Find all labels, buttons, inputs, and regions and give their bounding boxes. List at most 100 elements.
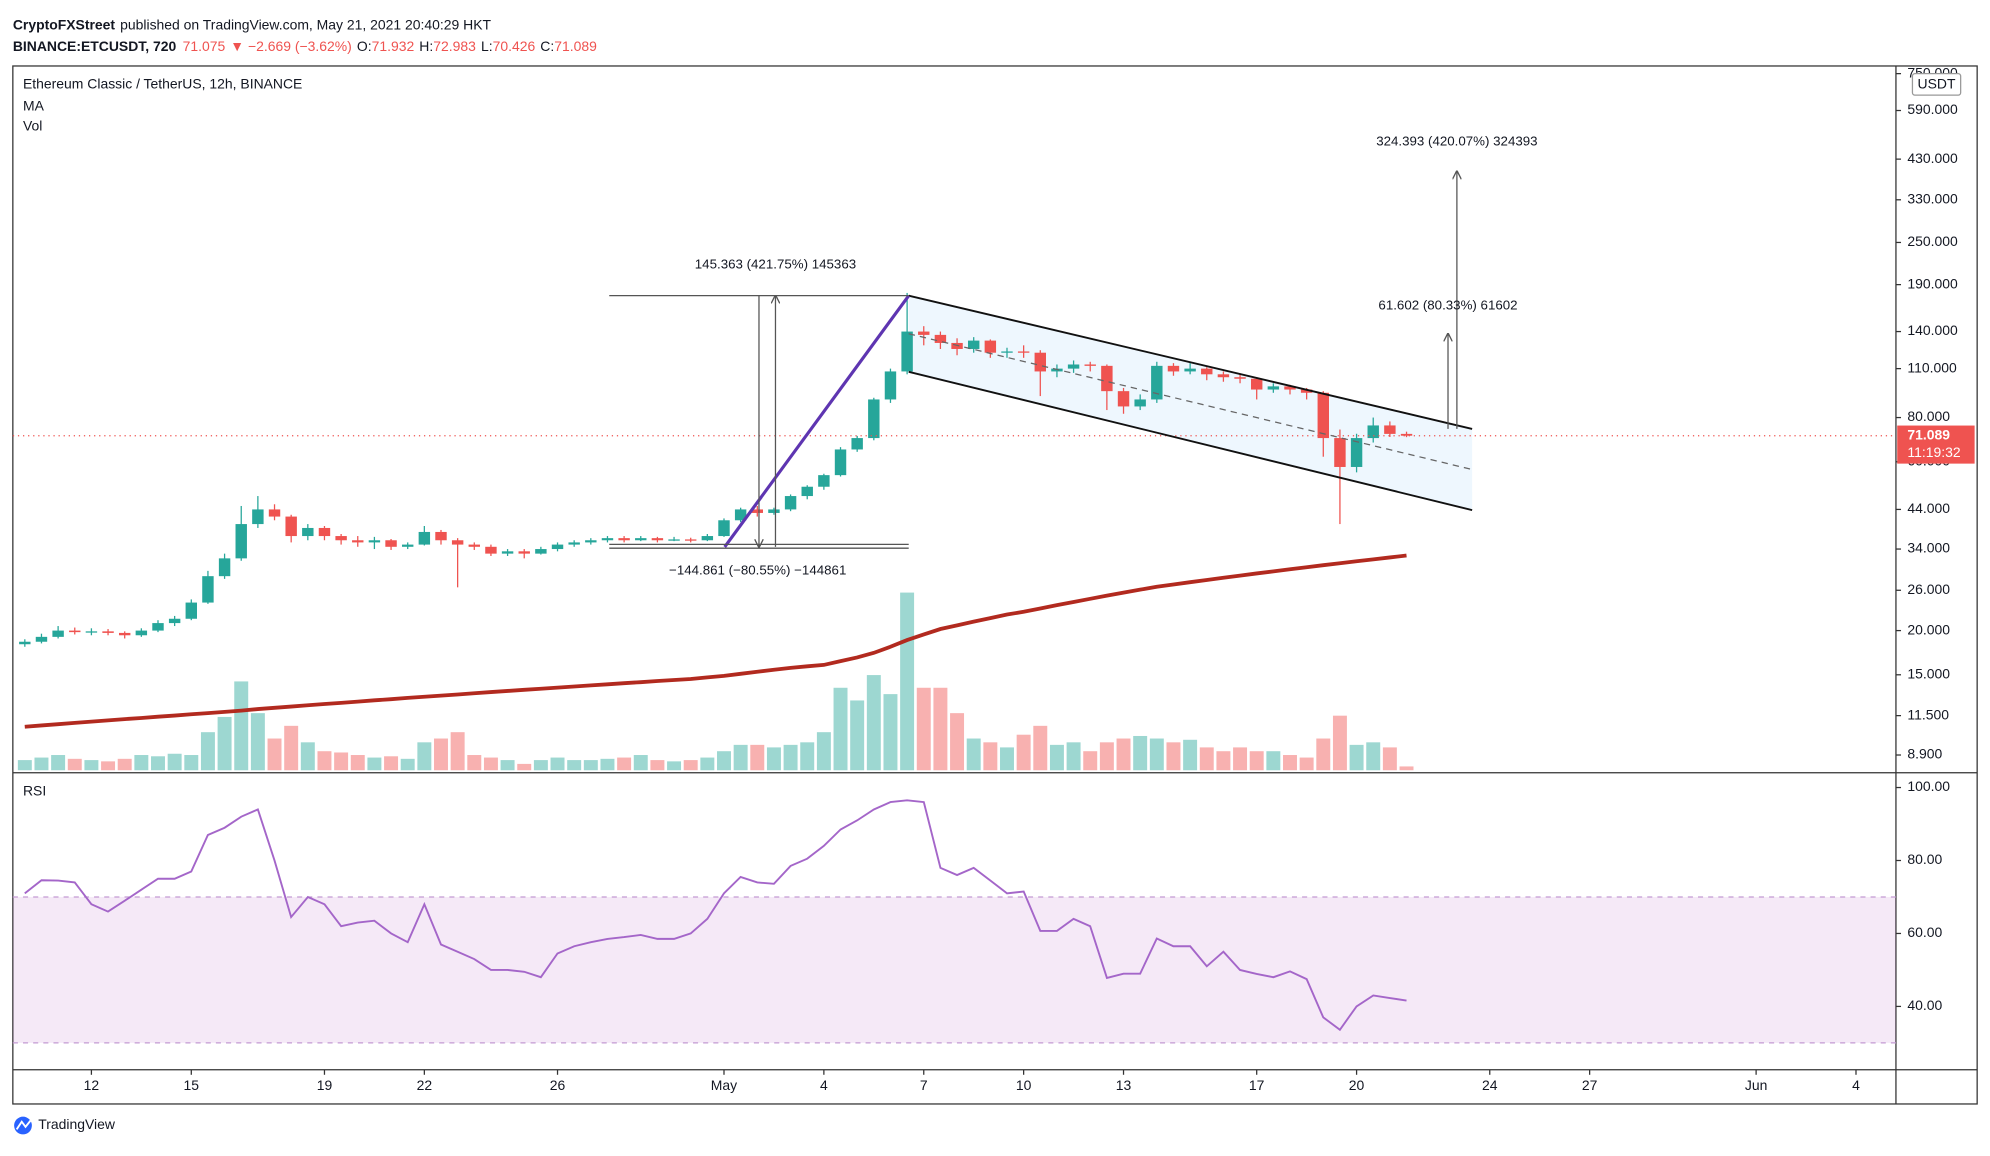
candle-body <box>1167 365 1180 372</box>
ohlc-value: 72.983 <box>433 38 476 54</box>
candle-body <box>1067 364 1080 369</box>
volume-bar <box>583 760 598 771</box>
candle-body <box>52 630 64 637</box>
candle-body <box>1250 378 1263 390</box>
candle-body <box>568 542 580 545</box>
volume-bar <box>434 738 448 771</box>
volume-bar <box>1049 744 1064 771</box>
logo-icon <box>14 1116 32 1135</box>
currency-box <box>1911 72 1962 96</box>
volume-bar <box>17 760 32 771</box>
annotation: −144.861 (−80.55%) −144861 <box>669 563 846 578</box>
y-tick-label: 430.000 <box>1907 150 1958 166</box>
brand: TradingView <box>38 1116 116 1132</box>
y-tick-label: 190.000 <box>1907 275 1958 291</box>
volume-bar <box>1316 738 1331 771</box>
annotation: 61.602 (80.33%) 61602 <box>1378 297 1517 312</box>
rsi-line <box>24 799 1407 1032</box>
volume-bar <box>1149 738 1164 771</box>
volume-bar <box>1133 735 1148 771</box>
volume-bar <box>1366 742 1381 771</box>
x-tick-label: 22 <box>417 1077 433 1093</box>
candle-body <box>235 524 247 559</box>
y-tick-label: 140.000 <box>1907 322 1958 338</box>
symbol-line: BINANCE:ETCUSDT, 720 71.075 ▼ −2.669 (−3.6… <box>13 38 597 54</box>
channel-fill <box>908 295 1473 511</box>
x-tick-label: 10 <box>1016 1077 1032 1093</box>
volume-bar <box>1199 747 1214 771</box>
ohlc-value: 71.089 <box>554 38 597 54</box>
volume-bar <box>533 760 548 771</box>
volume-bar <box>167 753 182 771</box>
candle-body <box>352 540 364 543</box>
x-tick-label: May <box>711 1077 737 1093</box>
volume-bar <box>34 757 49 771</box>
volume-bar <box>933 687 948 771</box>
ohlc-key: H: <box>419 38 433 54</box>
x-tick-label: 20 <box>1349 1077 1365 1093</box>
candle-body <box>1267 386 1280 390</box>
x-tick-label: 7 <box>920 1077 928 1093</box>
legend-instrument: Ethereum Classic / TetherUS, 12h, BINANC… <box>23 76 302 92</box>
volume-bar <box>633 755 648 771</box>
volume-bar <box>267 738 282 771</box>
candle-body <box>451 540 464 545</box>
candle-body <box>1300 389 1313 393</box>
volume-bar <box>467 755 482 771</box>
volume-bar <box>1183 739 1198 771</box>
volume-bar <box>334 752 349 771</box>
volume-bar <box>184 755 199 771</box>
ohlc-value: 71.932 <box>372 38 415 54</box>
volume-bar <box>1099 742 1114 771</box>
volume-bar <box>1266 751 1281 771</box>
candle-body <box>1117 391 1130 407</box>
candle-body <box>302 527 314 537</box>
volume-bar <box>350 755 365 771</box>
volume-bar <box>650 760 665 771</box>
candle-body <box>485 546 497 554</box>
volume-bar <box>1116 738 1131 771</box>
candle-body <box>901 331 913 372</box>
author: CryptoFXStreet <box>13 16 116 32</box>
candle-body <box>152 623 164 631</box>
volume-bar <box>1216 751 1231 771</box>
candle-body <box>318 527 331 537</box>
x-tick-label: 12 <box>84 1077 100 1093</box>
candle-body <box>135 630 148 636</box>
candle-body <box>69 630 81 633</box>
candle-body <box>1017 351 1030 353</box>
candle-body <box>1201 368 1213 375</box>
candle-body <box>1400 433 1413 436</box>
volume-bar <box>1066 742 1081 771</box>
candle-body <box>185 602 198 619</box>
last-price-label: 71.089 <box>1907 426 1950 442</box>
y-tick-label: 590.000 <box>1907 101 1958 117</box>
ohlc-key: O: <box>357 38 372 54</box>
x-tick-label: 19 <box>317 1077 333 1093</box>
y-tick-label: 26.000 <box>1907 581 1950 597</box>
candle-body <box>202 576 214 603</box>
candle-body <box>1334 438 1346 467</box>
x-tick-label: 15 <box>184 1077 200 1093</box>
candle-body <box>751 509 763 513</box>
volume-bar <box>1166 742 1181 771</box>
annotation: 324.393 (420.07%) 324393 <box>1376 134 1537 149</box>
volume-bar <box>400 758 415 771</box>
channel-mid <box>908 333 1473 471</box>
drawings <box>609 171 1473 549</box>
candle-body <box>1384 425 1396 434</box>
x-tick-label: 13 <box>1116 1077 1132 1093</box>
volume-bar <box>317 751 332 771</box>
candle-body <box>1084 364 1096 366</box>
candle-body <box>168 618 181 624</box>
candle-body <box>1184 368 1196 372</box>
candle-body <box>551 544 564 550</box>
candle-body <box>601 538 614 541</box>
x-tick-label: 4 <box>820 1077 828 1093</box>
volume-bar <box>1249 751 1264 771</box>
candle-body <box>734 509 747 521</box>
volume-bar <box>1000 747 1014 771</box>
ohlc-key: C: <box>540 38 554 54</box>
y-tick-label: 110.000 <box>1907 359 1957 375</box>
